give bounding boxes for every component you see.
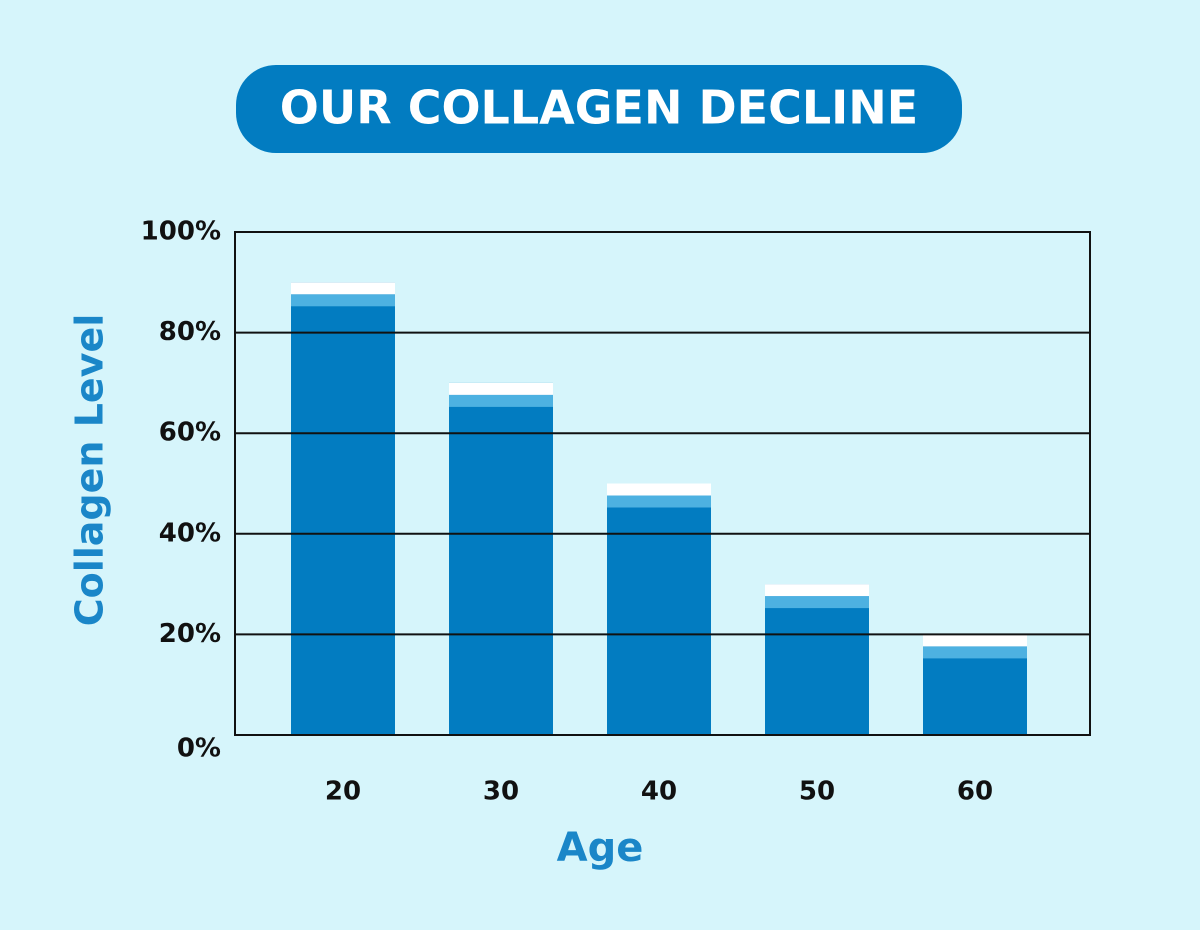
- y-tick-label: 100%: [141, 217, 221, 247]
- y-tick-label: 80%: [159, 317, 221, 347]
- x-tick-label: 60: [957, 777, 993, 807]
- bar-highlight: [449, 394, 553, 407]
- bar-highlight: [607, 495, 711, 508]
- bar: [765, 584, 869, 735]
- plot-frame: [234, 231, 1091, 736]
- bar-cap: [923, 634, 1027, 647]
- x-tick-label: 50: [799, 777, 835, 807]
- x-axis-label: Age: [557, 825, 644, 871]
- bar-cap: [291, 282, 395, 295]
- bar-cap: [765, 584, 869, 597]
- x-tick-label: 30: [483, 777, 519, 807]
- bar: [607, 483, 711, 735]
- x-tick-label: 40: [641, 777, 677, 807]
- y-tick-label: 20%: [159, 619, 221, 649]
- bar: [291, 282, 395, 735]
- bar: [449, 382, 553, 735]
- y-axis-label: Collagen Level: [68, 314, 112, 627]
- bar-highlight: [923, 646, 1027, 659]
- x-tick-label: 20: [325, 777, 361, 807]
- y-tick-label: 40%: [159, 518, 221, 548]
- chart-title: OUR COLLAGEN DECLINE: [280, 81, 918, 135]
- bar-highlight: [291, 294, 395, 307]
- title-pill: [236, 65, 962, 153]
- bar-highlight: [765, 596, 869, 609]
- y-tick-label: 0%: [177, 734, 221, 764]
- bar-cap: [607, 483, 711, 496]
- bar-cap: [449, 382, 553, 395]
- y-tick-label: 60%: [159, 418, 221, 448]
